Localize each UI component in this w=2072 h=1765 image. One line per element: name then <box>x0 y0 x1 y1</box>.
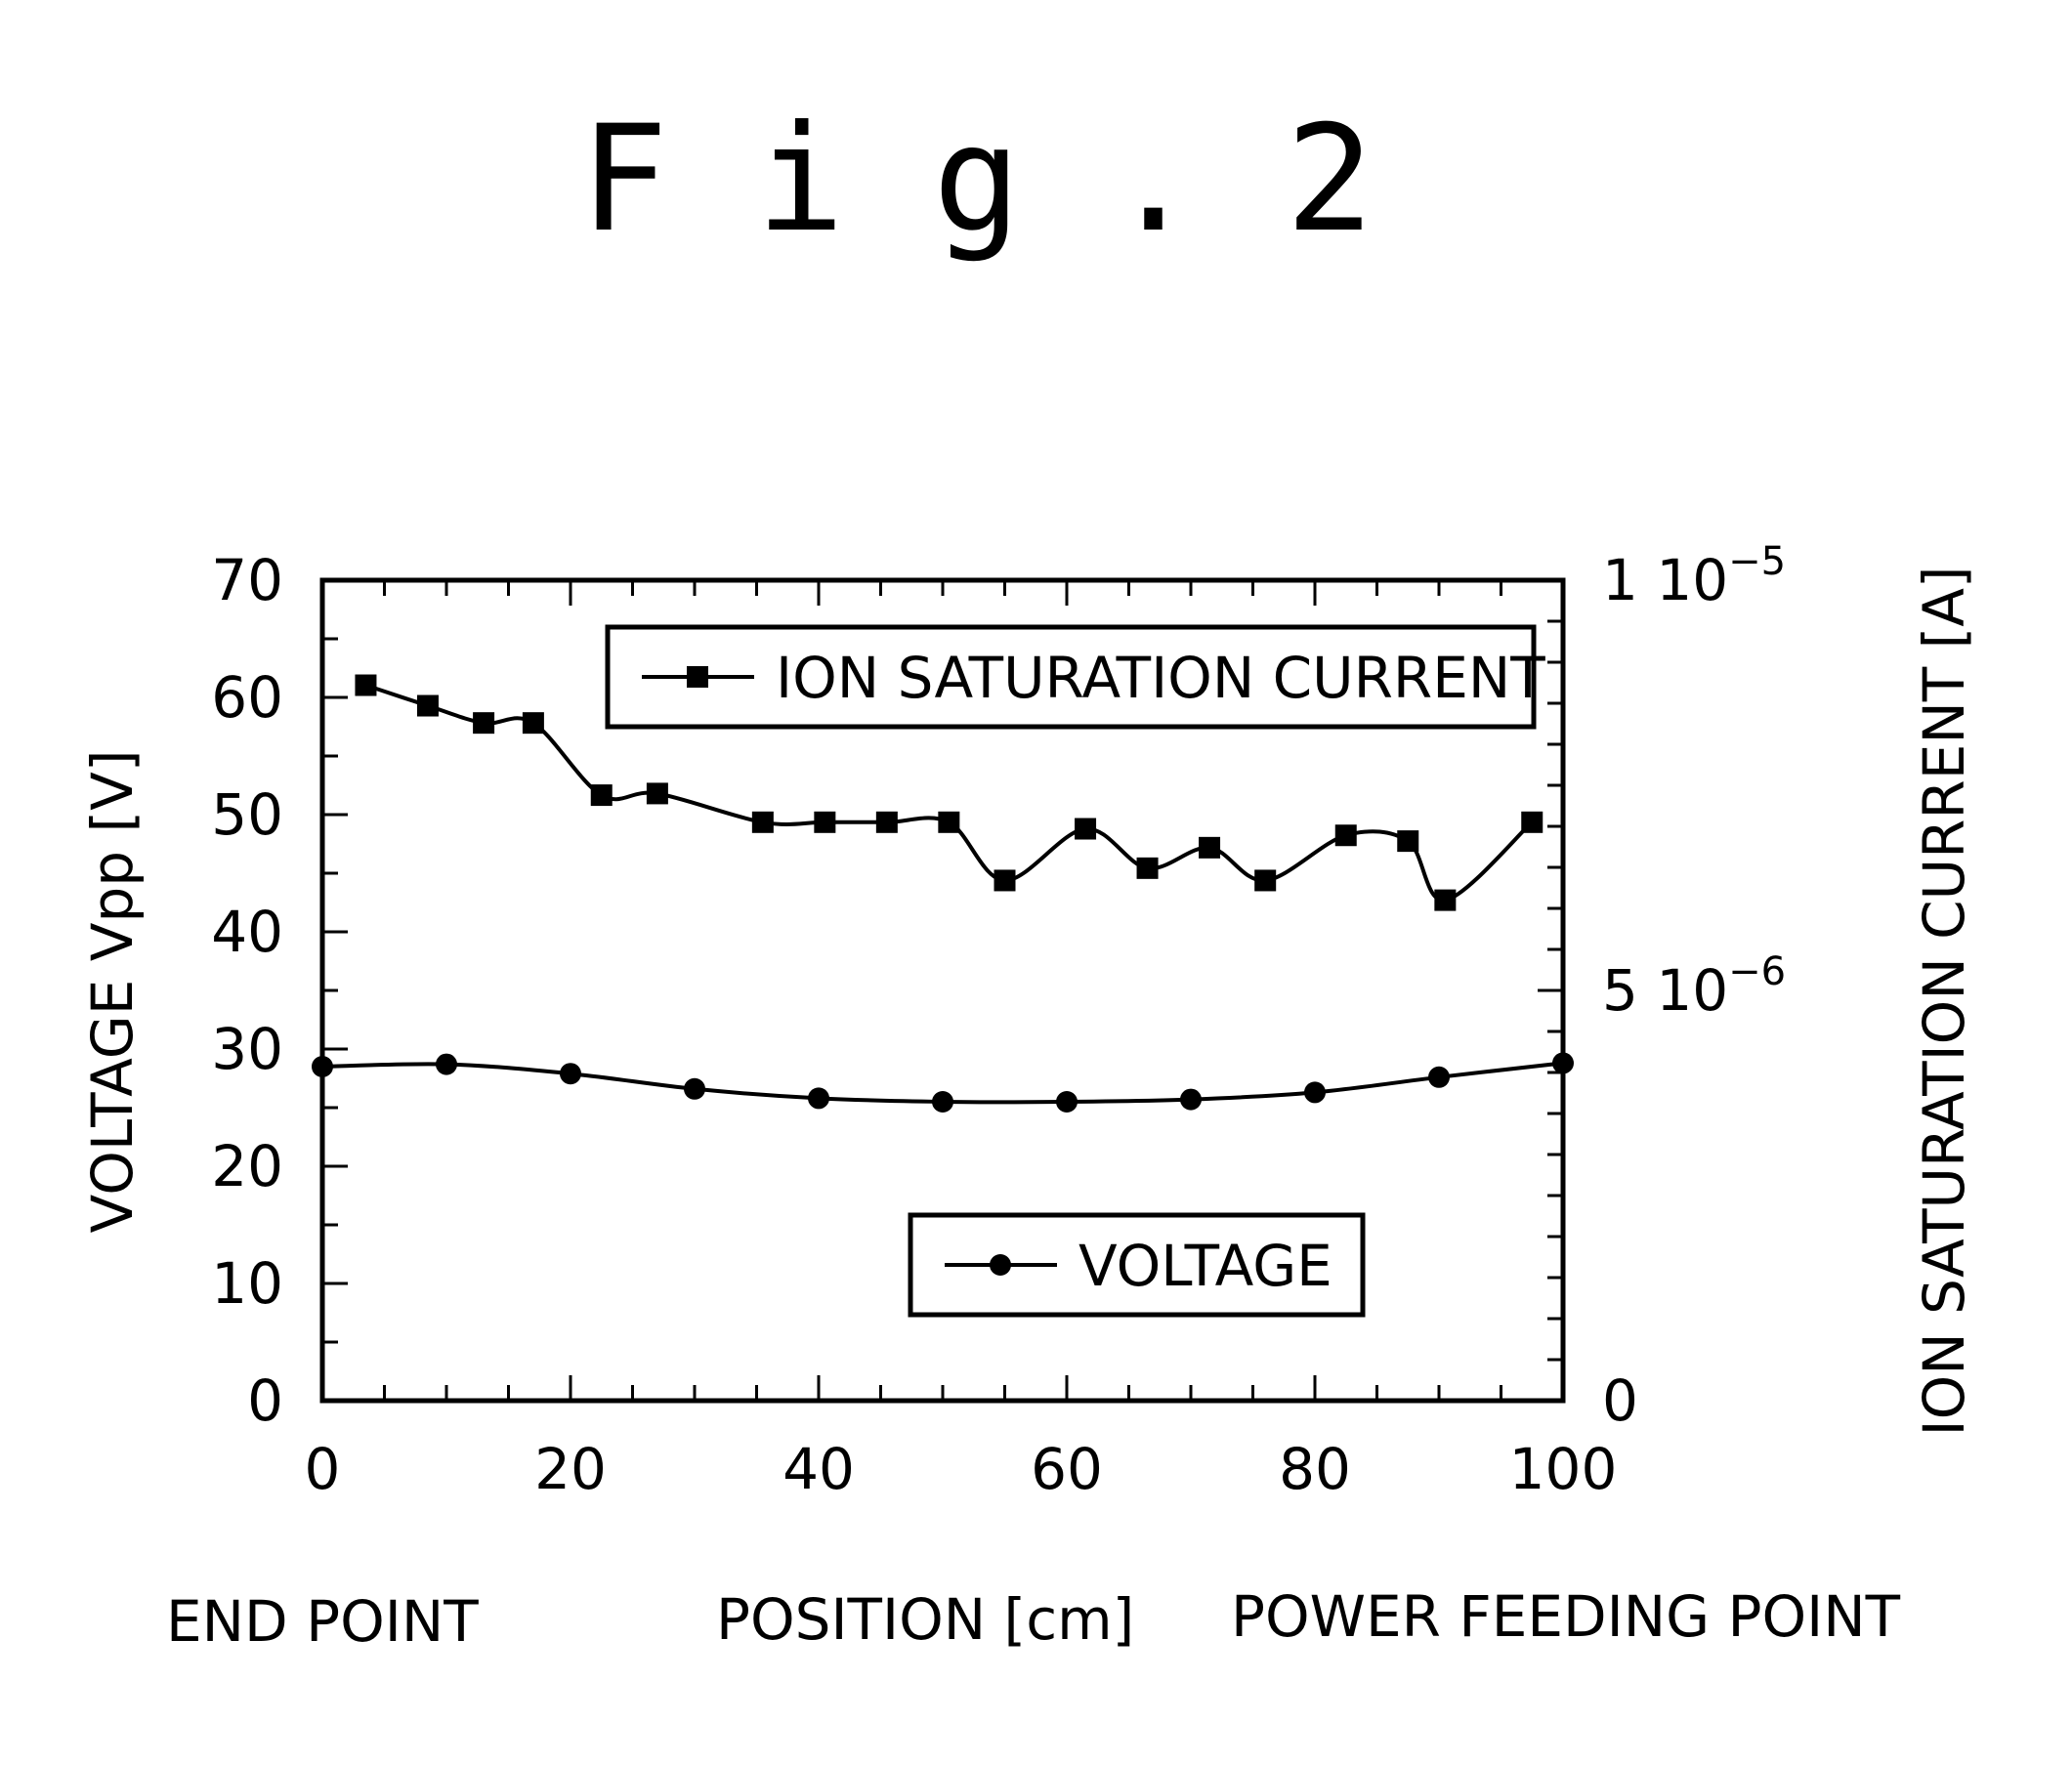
x-end-point-label: END POINT <box>166 1588 479 1655</box>
ion-saturation-current-point <box>1137 858 1159 879</box>
ion-saturation-current-point <box>938 812 959 833</box>
voltage-point <box>1304 1081 1326 1103</box>
ion-saturation-current-point <box>417 695 439 717</box>
voltage-point <box>312 1056 333 1077</box>
ion-saturation-current-point <box>876 812 898 833</box>
ion-saturation-current-point <box>1397 830 1418 852</box>
ion-saturation-current-point <box>1199 837 1220 859</box>
ion-saturation-current-point <box>814 812 835 833</box>
y-left-tick-label: 30 <box>211 1016 283 1082</box>
voltage-point <box>1180 1089 1202 1111</box>
ion-saturation-current-point <box>355 675 376 696</box>
ion-saturation-current-point <box>1335 824 1357 846</box>
y-axis-right-label: ION SATURATION CURRENT [A] <box>1911 566 1977 1436</box>
ion-saturation-current-point <box>523 712 544 734</box>
ion-saturation-current-point <box>1434 890 1456 911</box>
voltage-point <box>932 1091 953 1113</box>
ion-saturation-current-point <box>1075 819 1096 840</box>
y-left-tick-label: 70 <box>211 547 283 613</box>
x-tick-label: 40 <box>782 1436 855 1502</box>
y-left-tick-label: 0 <box>247 1367 283 1434</box>
y-left-tick-label: 50 <box>211 781 283 848</box>
ion-saturation-current-point <box>473 712 494 734</box>
ion-saturation-current-point <box>1254 869 1276 891</box>
y-left-tick-label: 60 <box>211 664 283 731</box>
voltage-point <box>808 1087 829 1109</box>
ion-saturation-current-point <box>591 784 613 806</box>
ion-saturation-current-point <box>1521 812 1543 833</box>
y-left-tick-label: 40 <box>211 899 283 965</box>
voltage-point <box>1428 1067 1450 1088</box>
x-tick-label: 20 <box>534 1436 607 1502</box>
voltage-legend-label: VOLTAGE <box>1078 1233 1332 1299</box>
voltage-point <box>1552 1052 1574 1073</box>
x-axis-label: POSITION [cm] <box>716 1586 1134 1653</box>
voltage-point <box>1056 1091 1078 1113</box>
voltage-point <box>560 1063 581 1084</box>
y-right-tick-label: 5 10−6 <box>1602 949 1786 1024</box>
ion-saturation-current-point <box>647 782 668 804</box>
x-tick-label: 80 <box>1279 1436 1351 1502</box>
x-power-feeding-label: POWER FEEDING POINT <box>1231 1583 1901 1650</box>
y-axis-left-label: VOLTAGE Vpp [V] <box>79 750 146 1234</box>
ion-saturation-current-legend-marker <box>687 666 708 688</box>
ion-saturation-current-point <box>752 812 774 833</box>
voltage-point <box>436 1054 457 1075</box>
voltage-legend-marker <box>990 1254 1011 1276</box>
y-left-tick-label: 20 <box>211 1133 283 1199</box>
plot-area: 02040608010001020304050607005 10−61 10−5… <box>211 539 1786 1502</box>
y-right-tick-label: 1 10−5 <box>1602 539 1786 613</box>
figure-title: F i g . 2 <box>580 95 1374 265</box>
voltage-point <box>684 1078 705 1100</box>
y-left-tick-label: 10 <box>211 1250 283 1317</box>
x-tick-label: 0 <box>305 1436 341 1502</box>
x-tick-label: 60 <box>1031 1436 1103 1502</box>
y-right-tick-label: 0 <box>1602 1367 1638 1434</box>
ion-saturation-current-legend-label: ION SATURATION CURRENT <box>776 645 1545 711</box>
ion-saturation-current-point <box>994 869 1016 891</box>
x-tick-label: 100 <box>1509 1436 1618 1502</box>
